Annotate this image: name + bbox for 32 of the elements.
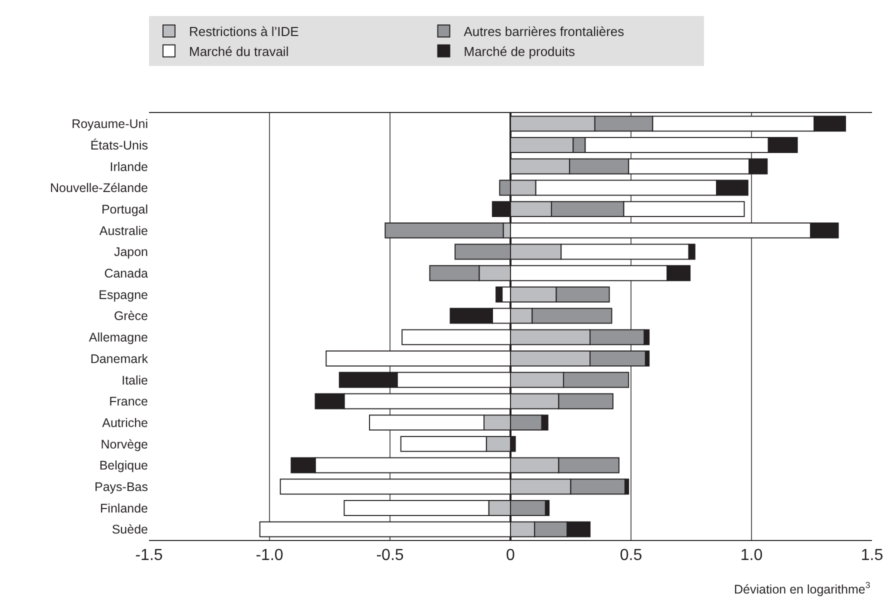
legend-label: Marché du travail bbox=[189, 44, 289, 59]
x-tick-label: -0.5 bbox=[376, 547, 404, 564]
x-tick-label: -1.5 bbox=[135, 547, 163, 564]
x-tick-label: 0.5 bbox=[620, 547, 642, 564]
x-tick-label: 1.0 bbox=[740, 547, 763, 564]
y-tick-label: Canada bbox=[104, 266, 148, 281]
y-tick-label: Espagne bbox=[98, 288, 148, 302]
legend-label: Marché de produits bbox=[464, 44, 576, 59]
y-tick-label: Portugal bbox=[101, 202, 148, 216]
legend-label: Autres barrières frontalières bbox=[464, 24, 625, 40]
y-tick-label: Royaume-Uni bbox=[72, 117, 148, 132]
y-tick-label: Irlande bbox=[110, 160, 148, 174]
y-tick-label: États-Unis bbox=[90, 138, 148, 152]
y-tick-label: Grèce bbox=[114, 309, 148, 324]
x-tick-label: 1.5 bbox=[860, 547, 884, 564]
y-tick-label: Allemagne bbox=[88, 330, 148, 345]
y-tick-label: Danemark bbox=[90, 352, 149, 366]
y-tick-label: Autriche bbox=[102, 416, 148, 430]
y-tick-label: Pays-Bas bbox=[94, 480, 148, 494]
legend-label: Restrictions à l’IDE bbox=[189, 24, 300, 40]
y-tick-label: Finlande bbox=[100, 501, 148, 516]
y-tick-label: Belgique bbox=[99, 458, 148, 473]
y-tick-label: Suède bbox=[112, 522, 148, 537]
y-tick-label: Australie bbox=[99, 224, 148, 238]
x-tick-label: -1.0 bbox=[256, 547, 284, 564]
y-tick-label: Japon bbox=[114, 245, 148, 260]
y-tick-label: Italie bbox=[122, 373, 148, 388]
x-axis-title: Déviation en logarithme$^{3}$ bbox=[734, 580, 870, 596]
x-tick-label: 0 bbox=[506, 547, 516, 564]
y-tick-label: France bbox=[109, 394, 148, 409]
y-tick-label: Nouvelle-Zélande bbox=[50, 181, 148, 196]
y-tick-label: Norvège bbox=[100, 437, 148, 452]
